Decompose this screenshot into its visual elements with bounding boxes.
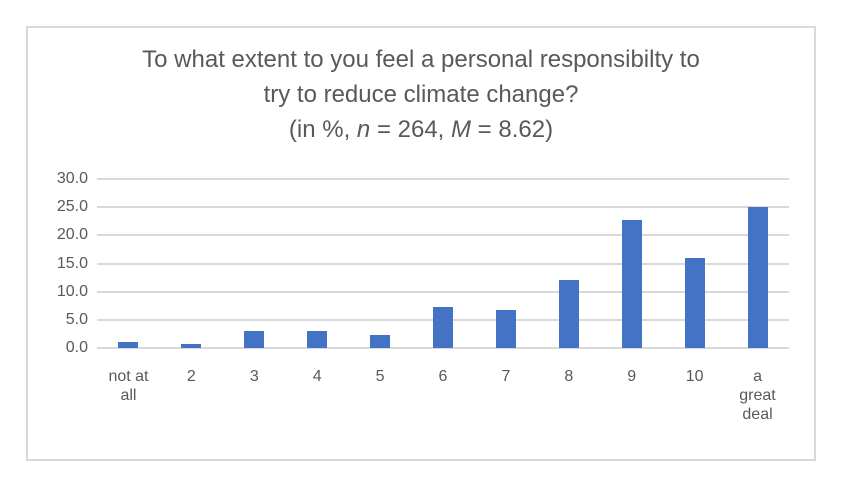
x-axis-category-label-7: 7 (474, 367, 537, 424)
y-axis-tick-label: 25.0 (56, 198, 88, 216)
x-axis-category-label-9: 9 (600, 367, 663, 424)
bar-6 (433, 307, 453, 348)
x-axis-category-label-line: 9 (627, 368, 637, 385)
bar-8 (558, 279, 579, 348)
y-axis-tick-label: 0.0 (65, 339, 88, 356)
x-axis-category-label-line: deal (742, 406, 773, 423)
bar-2 (181, 343, 202, 348)
plot-area (97, 178, 789, 349)
y-axis-tick-label: 10.0 (56, 282, 88, 300)
x-axis-category-label-line: 6 (438, 368, 448, 385)
x-axis-category-label-not-at-all: not at all (97, 367, 160, 424)
x-axis-category-label-3: 3 (223, 367, 286, 424)
x-axis-category-label-8: 8 (537, 367, 600, 424)
subtitle-stat-symbol: M (451, 116, 472, 143)
bar-10 (684, 258, 705, 348)
x-axis-category-label-line: great (739, 387, 776, 404)
x-axis-category-label-line: 8 (564, 368, 574, 385)
chart-title: To what extent to you feel a personal re… (28, 42, 814, 147)
chart-title-line-1: To what extent to you feel a personal re… (142, 46, 700, 73)
x-axis-category-label-a-great-deal: a great deal (726, 367, 789, 424)
subtitle-text: (in %, (288, 116, 357, 143)
gridline (97, 262, 789, 265)
x-axis-category-label-line: 7 (501, 368, 511, 385)
bar-9 (621, 220, 642, 348)
x-axis-category-label-5: 5 (349, 367, 412, 424)
x-axis-category-label-10: 10 (663, 367, 726, 424)
subtitle-stat-symbol: n (356, 116, 371, 143)
gridline (97, 178, 789, 180)
x-axis-category-label-line: 5 (375, 368, 385, 385)
bar-a-great-deal (747, 207, 768, 348)
bar-4 (307, 331, 328, 348)
x-axis-category-label-2: 2 (160, 367, 223, 424)
chart-title-line-2: try to reduce climate change? (263, 81, 579, 108)
subtitle-text: = 264, (370, 116, 452, 143)
y-axis-tick-label: 30.0 (56, 170, 88, 187)
x-axis-category-label-line: not at (108, 368, 149, 385)
x-axis-category-label-4: 4 (286, 367, 349, 424)
y-axis-tick-label: 15.0 (56, 254, 88, 272)
chart-container: To what extent to you feel a personal re… (26, 26, 816, 461)
bar-7 (495, 309, 516, 348)
bar-5 (370, 335, 391, 348)
chart-subtitle: (in %, n = 264, M = 8.62) (28, 112, 814, 147)
y-axis-tick-label: 5.0 (65, 310, 88, 328)
bar-3 (244, 331, 265, 348)
bar-not-at-all (118, 341, 139, 348)
x-axis: not at all 2 3 4 5 6 7 8 9 10 a great deal (97, 367, 789, 424)
x-axis-category-label-line: 4 (312, 368, 322, 385)
y-axis: 0.0 5.0 10.0 15.0 20.0 25.0 30.0 (28, 170, 88, 356)
y-axis-tick-label: 20.0 (56, 226, 88, 244)
gridline (97, 290, 789, 293)
x-axis-line (97, 347, 789, 349)
x-axis-category-label-line: 2 (186, 368, 196, 385)
gridline (97, 206, 789, 209)
x-axis-category-label-line: a (753, 368, 762, 385)
gridline (97, 234, 789, 237)
x-axis-category-label-6: 6 (412, 367, 475, 424)
x-axis-category-label-line: 3 (249, 368, 259, 385)
x-axis-category-label-line: all (120, 387, 137, 404)
x-axis-category-label-line: 10 (685, 368, 704, 385)
subtitle-text: = 8.62) (471, 116, 554, 143)
